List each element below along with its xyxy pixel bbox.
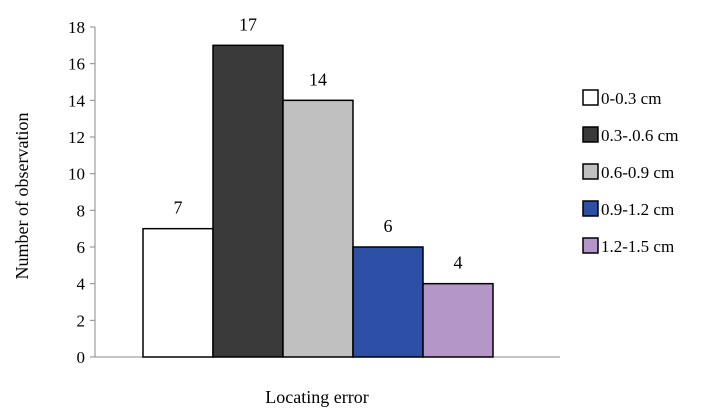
y-tick-label: 2: [77, 311, 86, 330]
legend-swatch: [582, 237, 599, 254]
bars: [142, 44, 494, 358]
legend-swatch: [582, 163, 599, 180]
y-tick-label: 18: [68, 18, 85, 37]
legend-label: 0.3-.0.6 cm: [601, 126, 678, 145]
data-label: 17: [239, 14, 257, 34]
legend: 0-0.3 cm 0.3-.0.6 cm 0.6-0.9 cm 0.9-1.2 cm 1…: [582, 89, 678, 256]
legend-label: 0.6-0.9 cm: [601, 163, 674, 182]
y-tick-label: 10: [68, 165, 85, 184]
bar-5: [422, 282, 494, 358]
y-axis: 0 2 4 6 8 10 12 14 16 18: [68, 18, 560, 367]
legend-label: 1.2-1.5 cm: [601, 237, 674, 256]
y-tick-label: 14: [68, 91, 86, 110]
legend-item: 0.6-0.9 cm: [582, 163, 674, 182]
legend-swatch: [582, 89, 599, 106]
legend-item: 0-0.3 cm: [582, 89, 661, 108]
y-tick-label: 8: [77, 201, 86, 220]
legend-swatch: [582, 200, 599, 217]
legend-item: 0.3-.0.6 cm: [582, 126, 678, 145]
legend-swatch: [582, 126, 599, 143]
legend-label: 0-0.3 cm: [601, 89, 661, 108]
data-labels: 7 17 14 6 4: [174, 14, 463, 272]
y-tick-label: 4: [77, 275, 86, 294]
bar-2: [212, 44, 284, 358]
legend-label: 0.9-1.2 cm: [601, 200, 674, 219]
data-label: 6: [384, 216, 393, 236]
y-tick-label: 6: [77, 238, 86, 257]
x-axis-title: Locating error: [265, 387, 368, 407]
y-tick-label: 0: [77, 348, 86, 367]
bar-3: [282, 99, 354, 358]
y-tick-label: 12: [68, 128, 85, 147]
bar-1: [142, 227, 214, 358]
legend-item: 0.9-1.2 cm: [582, 200, 674, 219]
data-label: 14: [309, 69, 327, 89]
legend-item: 1.2-1.5 cm: [582, 237, 674, 256]
y-axis-title: Number of observation: [12, 113, 32, 280]
y-tick-label: 16: [68, 55, 85, 74]
data-label: 4: [454, 253, 463, 273]
data-label: 7: [174, 198, 183, 218]
bar-4: [352, 246, 424, 358]
